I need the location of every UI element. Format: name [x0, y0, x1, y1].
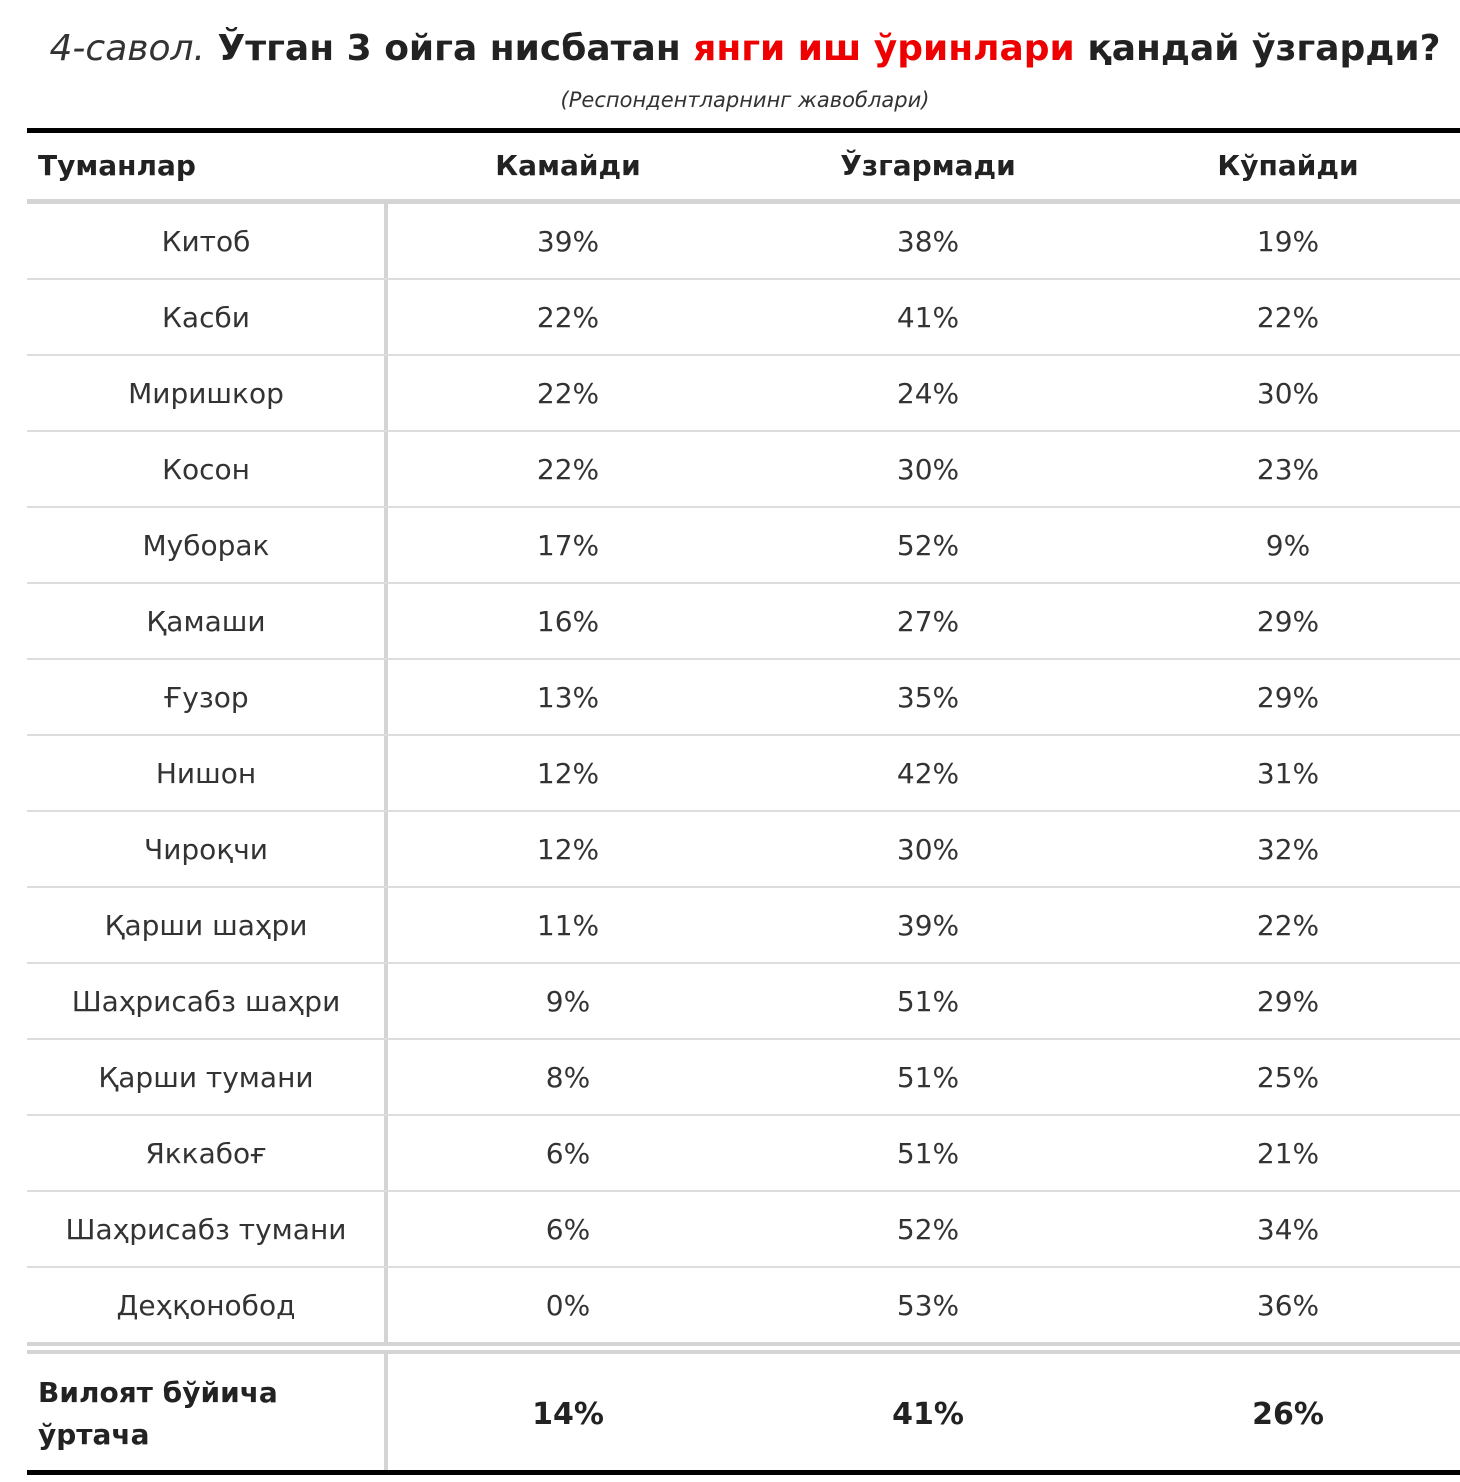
cell-decreased: 22%	[536, 453, 600, 486]
table-row: Қамаши 16% 27% 29%	[27, 584, 1460, 660]
table-row: Қарши тумани 8% 51% 25%	[27, 1040, 1460, 1116]
header-unchanged: Ўзгармади	[840, 149, 1016, 182]
cell-increased: 9%	[1265, 529, 1311, 562]
cell-decreased: 22%	[536, 377, 600, 410]
table-row: Деҳқонобод 0% 53% 36%	[27, 1268, 1460, 1344]
cell-increased: 29%	[1256, 605, 1320, 638]
cell-decreased: 22%	[536, 301, 600, 334]
table-row: Яккабоғ 6% 51% 21%	[27, 1116, 1460, 1192]
cell-decreased: 39%	[536, 225, 600, 258]
cell-decreased: 13%	[536, 681, 600, 714]
cell-increased: 32%	[1256, 833, 1320, 866]
footer-column-divider	[384, 1354, 388, 1470]
cell-district: Қамаши	[146, 605, 266, 638]
cell-district: Яккабоғ	[145, 1137, 267, 1170]
cell-unchanged: 52%	[896, 529, 960, 562]
cell-unchanged: 30%	[896, 833, 960, 866]
page-subtitle: (Респондентларнинг жавоблари)	[560, 88, 930, 112]
header-decreased: Камайди	[495, 149, 641, 182]
header-divider	[27, 199, 1460, 204]
cell-unchanged: 51%	[896, 985, 960, 1018]
header-districts: Туманлар	[38, 149, 196, 182]
footer-label: Вилоят бўйича ўртача	[38, 1376, 278, 1451]
cell-district: Шаҳрисабз шаҳри	[71, 985, 341, 1018]
table-row: Миришкор 22% 24% 30%	[27, 356, 1460, 432]
cell-unchanged: 27%	[896, 605, 960, 638]
cell-increased: 30%	[1256, 377, 1320, 410]
table-row: Косон 22% 30% 23%	[27, 432, 1460, 508]
cell-district: Нишон	[155, 757, 257, 790]
table-body: Китоб 39% 38% 19% Касби 22% 41% 22% Миришкор 22% 2…	[27, 204, 1460, 1344]
cell-unchanged: 39%	[896, 909, 960, 942]
cell-unchanged: 24%	[896, 377, 960, 410]
cell-district: Қарши шаҳри	[104, 909, 308, 942]
cell-unchanged: 51%	[896, 1137, 960, 1170]
cell-decreased: 17%	[536, 529, 600, 562]
cell-increased: 19%	[1256, 225, 1320, 258]
table-row: Шаҳрисабз тумани 6% 52% 34%	[27, 1192, 1460, 1268]
cell-decreased: 12%	[536, 757, 600, 790]
cell-unchanged: 41%	[896, 301, 960, 334]
table-row: Касби 22% 41% 22%	[27, 280, 1460, 356]
cell-district: Шаҳрисабз тумани	[65, 1213, 347, 1246]
cell-unchanged: 42%	[896, 757, 960, 790]
cell-decreased: 12%	[536, 833, 600, 866]
cell-increased: 21%	[1256, 1137, 1320, 1170]
cell-unchanged: 35%	[896, 681, 960, 714]
table-header: Туманлар Камайди Ўзгармади Кўпайди	[27, 133, 1460, 199]
cell-district: Китоб	[161, 225, 251, 258]
page-title: 4-савол. Ўтган 3 ойга нисбатан янги иш ў…	[0, 26, 1460, 72]
cell-unchanged: 38%	[896, 225, 960, 258]
table-row: Ғузор 13% 35% 29%	[27, 660, 1460, 736]
cell-district: Қарши тумани	[98, 1061, 314, 1094]
cell-unchanged: 52%	[896, 1213, 960, 1246]
table-row: Қарши шаҳри 11% 39% 22%	[27, 888, 1460, 964]
cell-district: Миришкор	[128, 377, 284, 410]
cell-district: Чироқчи	[144, 833, 268, 866]
cell-increased: 23%	[1256, 453, 1320, 486]
cell-increased: 36%	[1256, 1289, 1320, 1322]
cell-district: Касби	[162, 301, 250, 334]
cell-decreased: 11%	[536, 909, 600, 942]
cell-decreased: 16%	[536, 605, 600, 638]
cell-decreased: 6%	[545, 1213, 591, 1246]
cell-increased: 31%	[1256, 757, 1320, 790]
title-text-2: қандай ўзгарди?	[1074, 28, 1441, 69]
table-top-rule	[27, 128, 1460, 133]
table-row: Нишон 12% 42% 31%	[27, 736, 1460, 812]
column-divider	[384, 204, 388, 1342]
cell-decreased: 0%	[545, 1289, 591, 1322]
table-row: Шаҳрисабз шаҳри 9% 51% 29%	[27, 964, 1460, 1040]
cell-increased: 22%	[1256, 301, 1320, 334]
cell-unchanged: 30%	[896, 453, 960, 486]
cell-decreased: 6%	[545, 1137, 591, 1170]
cell-district: Деҳқонобод	[116, 1289, 296, 1322]
cell-increased: 22%	[1256, 909, 1320, 942]
cell-increased: 34%	[1256, 1213, 1320, 1246]
cell-district: Муборак	[142, 529, 270, 562]
cell-decreased: 9%	[545, 985, 591, 1018]
cell-unchanged: 51%	[896, 1061, 960, 1094]
table-row: Муборак 17% 52% 9%	[27, 508, 1460, 584]
cell-district: Косон	[162, 453, 250, 486]
table-footer: Вилоят бўйича ўртача 14% 41% 26%	[27, 1354, 1460, 1470]
question-number: 4-савол.	[49, 28, 205, 69]
table-row: Китоб 39% 38% 19%	[27, 204, 1460, 280]
title-highlight: янги иш ўринлари	[693, 28, 1075, 69]
cell-decreased: 8%	[545, 1061, 591, 1094]
footer-increased: 26%	[1252, 1397, 1324, 1432]
cell-increased: 25%	[1256, 1061, 1320, 1094]
cell-district: Ғузор	[163, 681, 249, 714]
title-text-1: Ўтган 3 ойга нисбатан	[204, 28, 694, 69]
header-increased: Кўпайди	[1217, 149, 1359, 182]
table-bottom-rule	[27, 1470, 1460, 1475]
cell-increased: 29%	[1256, 681, 1320, 714]
table-row: Чироқчи 12% 30% 32%	[27, 812, 1460, 888]
footer-unchanged: 41%	[892, 1397, 964, 1432]
cell-unchanged: 53%	[896, 1289, 960, 1322]
footer-decreased: 14%	[532, 1397, 604, 1432]
cell-increased: 29%	[1256, 985, 1320, 1018]
footer-divider	[27, 1342, 1460, 1354]
